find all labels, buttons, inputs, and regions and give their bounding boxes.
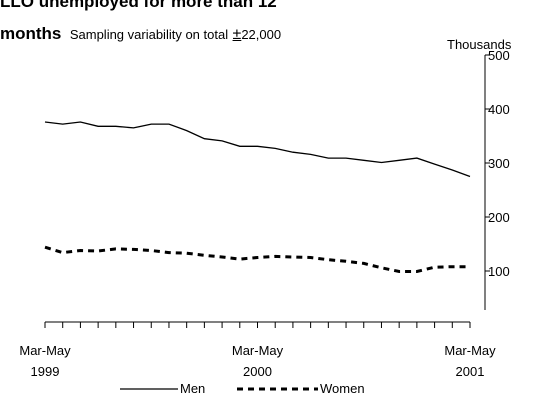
x-tick-label: Mar-May [19,343,71,358]
x-tick-label: 1999 [31,364,60,379]
chart-subtitle-value: 22,000 [241,27,282,42]
y-tick-label: 300 [488,156,510,171]
x-tick-label: Mar-May [232,343,284,358]
x-tick-label: 2001 [456,364,485,379]
chart-title-line1: LLO unemployed for more than 12 [0,0,277,11]
legend-label-men: Men [180,381,205,396]
series-line-women [44,245,470,273]
chart-title-line2: months Sampling variability on total ±22… [0,24,281,45]
chart-title-line2-text: months [0,24,62,43]
chart-subtitle: Sampling variability on total [69,27,229,42]
y-tick-label: 400 [488,102,510,117]
x-tick-label: Mar-May [444,343,496,358]
y-tick-label: 100 [488,264,510,279]
x-tick-label: 2000 [243,364,272,379]
y-axis-units: Thousands [447,37,512,52]
legend-label-women: Women [320,381,365,396]
y-tick-label: 500 [488,48,510,63]
y-tick-label: 200 [488,210,510,225]
chart-subtitle-plusminus: ± [232,26,242,43]
series-line-men [44,121,471,178]
